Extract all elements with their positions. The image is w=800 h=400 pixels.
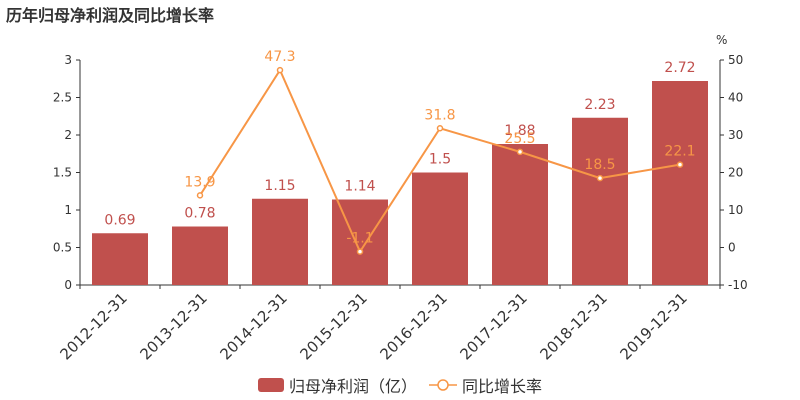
growth-value-label: 22.1 xyxy=(664,144,695,160)
right-tick-label: 50 xyxy=(728,53,743,67)
bar xyxy=(652,81,708,285)
bar xyxy=(492,144,548,285)
bar xyxy=(172,226,228,285)
growth-value-label: 31.8 xyxy=(424,107,455,123)
line-layer xyxy=(196,66,684,255)
growth-value-label: 18.5 xyxy=(584,157,615,173)
x-tick-label: 2012-12-31 xyxy=(56,289,130,363)
left-tick-label: 2 xyxy=(64,128,72,142)
bar-value-label: 1.88 xyxy=(504,123,535,139)
x-tick-label: 2016-12-31 xyxy=(376,289,450,363)
x-tick-label: 2013-12-31 xyxy=(136,289,210,363)
x-tick-label: 2017-12-31 xyxy=(456,289,530,363)
growth-value-label: 25.5 xyxy=(504,131,535,147)
bar-value-label: 1.15 xyxy=(264,178,295,194)
bar-value-label: 0.78 xyxy=(184,206,215,222)
legend-line-swatch xyxy=(429,379,457,391)
bar xyxy=(332,199,388,285)
growth-point xyxy=(676,161,684,168)
left-tick-label: 2.5 xyxy=(53,91,72,105)
x-tick-label: 2019-12-31 xyxy=(616,289,690,363)
growth-value-label: 47.3 xyxy=(264,49,295,65)
data-labels-layer: 0.69 0.78 1.15 1.14 1.5 1.88 2.23 2.72 13.9 47.3 -… xyxy=(104,49,695,247)
bar-value-label: 0.69 xyxy=(104,212,135,228)
growth-point xyxy=(196,192,204,199)
growth-point xyxy=(276,66,284,74)
growth-point xyxy=(596,174,604,182)
bars-layer xyxy=(92,81,708,285)
x-tick-label: 2014-12-31 xyxy=(216,289,290,363)
bar-value-label: 1.5 xyxy=(429,152,451,168)
right-tick-label: 0 xyxy=(728,241,736,255)
legend-item-line[interactable]: 同比增长率 xyxy=(429,373,542,397)
legend-bar-swatch xyxy=(257,378,284,392)
left-tick-label: 0 xyxy=(64,278,72,292)
bar xyxy=(572,117,628,285)
bar-value-label: 1.14 xyxy=(344,179,375,195)
right-tick-label: 40 xyxy=(728,91,743,105)
bar xyxy=(252,198,308,285)
bar-value-label: 2.23 xyxy=(584,97,615,113)
legend-item-bar[interactable]: 归母净利润（亿） xyxy=(257,373,417,397)
growth-point xyxy=(356,248,364,255)
growth-point xyxy=(516,148,524,156)
growth-value-label: -1.1 xyxy=(346,231,373,247)
right-tick-label: 20 xyxy=(728,166,743,180)
growth-point xyxy=(436,125,444,132)
right-tick-label: 30 xyxy=(728,128,743,142)
x-tick-label: 2015-12-31 xyxy=(296,289,370,363)
right-tick-label: 10 xyxy=(728,203,743,217)
left-tick-label: 3 xyxy=(64,53,72,67)
left-tick-label: 1.5 xyxy=(53,166,72,180)
legend-line-label: 同比增长率 xyxy=(462,377,543,396)
x-tick-label: 2018-12-31 xyxy=(536,289,610,363)
right-tick-label: -10 xyxy=(728,278,748,292)
left-tick-label: 1 xyxy=(64,203,72,217)
legend-bar-label: 归母净利润（亿） xyxy=(288,377,417,396)
growth-value-label: 13.9 xyxy=(184,174,215,190)
bar-value-label: 2.72 xyxy=(664,60,695,76)
legend: 归母净利润（亿） 同比增长率 xyxy=(0,374,800,396)
right-axis-unit: % xyxy=(716,33,727,47)
bar xyxy=(92,233,148,285)
left-tick-label: 0.5 xyxy=(53,241,72,255)
chart-title: 历年归母净利润及同比增长率 xyxy=(6,6,215,25)
bar xyxy=(412,172,468,285)
